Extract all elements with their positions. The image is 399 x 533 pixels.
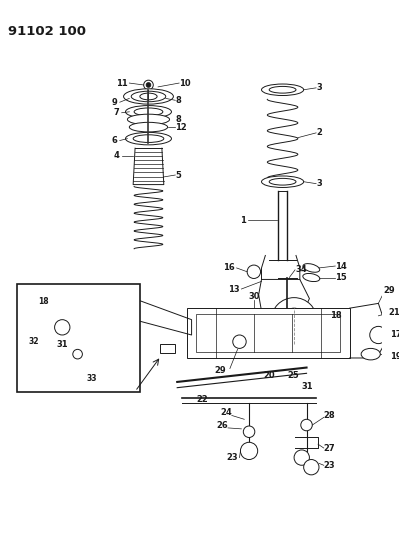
Circle shape — [59, 313, 75, 328]
Circle shape — [282, 308, 306, 333]
Ellipse shape — [303, 273, 320, 281]
Text: 32: 32 — [29, 337, 39, 346]
Text: 7: 7 — [114, 108, 120, 117]
Ellipse shape — [131, 91, 166, 102]
Text: 2: 2 — [316, 128, 322, 138]
Text: 9: 9 — [112, 98, 118, 107]
Circle shape — [301, 419, 312, 431]
Ellipse shape — [124, 89, 174, 104]
Text: 8: 8 — [175, 96, 181, 105]
Text: 31: 31 — [56, 340, 68, 349]
Text: 23: 23 — [226, 453, 237, 462]
Circle shape — [73, 349, 82, 359]
Circle shape — [241, 442, 258, 459]
Text: 10: 10 — [179, 78, 191, 87]
Circle shape — [233, 335, 246, 349]
Text: 25: 25 — [287, 371, 299, 379]
Ellipse shape — [134, 108, 163, 116]
Ellipse shape — [261, 84, 304, 95]
Circle shape — [294, 450, 309, 465]
Ellipse shape — [361, 349, 380, 360]
Text: 8: 8 — [175, 115, 181, 124]
Circle shape — [370, 326, 387, 344]
Circle shape — [243, 426, 255, 438]
Text: 16: 16 — [223, 263, 235, 272]
Ellipse shape — [129, 123, 168, 132]
Text: 29: 29 — [383, 286, 395, 295]
Bar — [17, 284, 140, 392]
Ellipse shape — [133, 135, 164, 142]
Ellipse shape — [126, 132, 172, 145]
Text: 4: 4 — [114, 151, 120, 160]
Text: 14: 14 — [335, 262, 347, 271]
Ellipse shape — [140, 93, 157, 100]
Text: 1: 1 — [240, 215, 246, 224]
Ellipse shape — [269, 86, 296, 93]
Text: 91102 100: 91102 100 — [8, 25, 86, 38]
Circle shape — [304, 459, 319, 475]
Text: 6: 6 — [112, 136, 118, 145]
Bar — [187, 308, 350, 358]
Text: 18: 18 — [38, 297, 49, 306]
Ellipse shape — [269, 179, 296, 185]
Ellipse shape — [126, 106, 172, 118]
Circle shape — [146, 83, 151, 87]
Text: 34: 34 — [295, 265, 307, 274]
Text: 23: 23 — [324, 461, 336, 470]
Text: 18: 18 — [330, 311, 342, 320]
Text: 24: 24 — [220, 408, 232, 417]
Circle shape — [247, 265, 261, 278]
Text: 15: 15 — [335, 273, 347, 282]
Text: 29: 29 — [215, 366, 226, 375]
Text: 31: 31 — [302, 382, 313, 391]
Text: 28: 28 — [324, 411, 336, 420]
Text: 21: 21 — [388, 309, 399, 318]
Text: 17: 17 — [390, 330, 399, 340]
Text: 27: 27 — [324, 443, 336, 453]
Text: 33: 33 — [86, 374, 97, 383]
Text: 19: 19 — [390, 352, 399, 360]
Text: 13: 13 — [228, 285, 239, 294]
Ellipse shape — [261, 176, 304, 188]
Circle shape — [144, 80, 153, 90]
Bar — [196, 314, 340, 352]
Text: 3: 3 — [316, 179, 322, 188]
Text: 5: 5 — [175, 171, 181, 180]
Text: 26: 26 — [216, 421, 228, 430]
Bar — [160, 344, 175, 353]
Ellipse shape — [127, 114, 170, 125]
Text: 11: 11 — [116, 78, 127, 87]
Text: 12: 12 — [175, 123, 187, 132]
Circle shape — [271, 297, 317, 344]
Text: 3: 3 — [316, 83, 322, 92]
Text: 20: 20 — [263, 371, 275, 379]
Text: 30: 30 — [248, 292, 260, 301]
Text: 22: 22 — [196, 394, 208, 403]
Ellipse shape — [303, 264, 320, 272]
Circle shape — [55, 320, 70, 335]
